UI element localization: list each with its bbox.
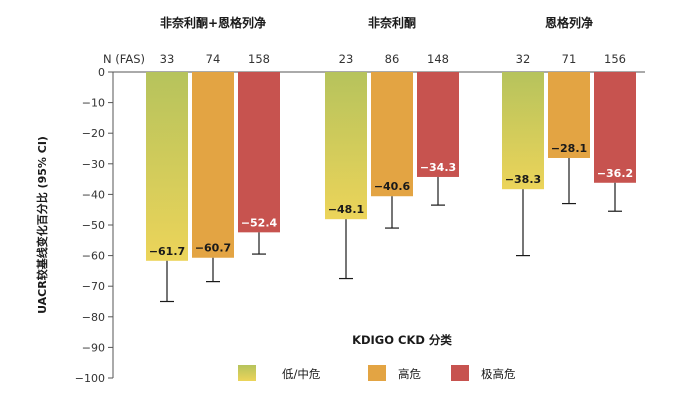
legend-low-moderate-label: 低/中危 xyxy=(282,367,321,381)
x-axis-title: KDIGO CKD 分类 xyxy=(352,333,452,347)
n-count-label: 33 xyxy=(160,52,175,66)
bar xyxy=(417,72,459,177)
legend-very-high-label: 极高危 xyxy=(481,367,516,381)
data-label: −40.6 xyxy=(374,180,411,193)
bar xyxy=(371,72,413,197)
data-label: −60.7 xyxy=(195,242,231,255)
bar xyxy=(146,72,188,261)
y-tick-label: −90 xyxy=(82,341,105,354)
data-label: −48.1 xyxy=(328,203,364,216)
legend-high-swatch xyxy=(368,365,386,381)
data-label: −28.1 xyxy=(551,142,587,155)
text-layer: 0 −10 −20 −30 −40 −50 −60 −70 −80 −90 −100 UACR较基线变… xyxy=(35,15,633,385)
y-tick-label: −10 xyxy=(82,97,105,110)
n-count-label: 71 xyxy=(562,52,577,66)
data-label: −52.4 xyxy=(241,216,278,229)
group-label-empagliflozin: 恩格列净 xyxy=(545,15,593,30)
group-label-finerenone: 非奈利酮 xyxy=(368,15,416,30)
y-tick-label: −40 xyxy=(82,188,105,201)
legend-very-high-swatch xyxy=(451,365,469,381)
y-tick-label: −20 xyxy=(82,127,105,140)
n-count-label: 158 xyxy=(248,52,270,66)
n-count-label: 74 xyxy=(206,52,221,66)
y-tick-label: −80 xyxy=(82,311,105,324)
n-count-label: 23 xyxy=(339,52,354,66)
bar xyxy=(548,72,590,158)
y-tick-label: −50 xyxy=(82,219,105,232)
data-label: −61.7 xyxy=(149,245,185,258)
bar xyxy=(502,72,544,190)
legend-high-label: 高危 xyxy=(398,367,421,381)
y-tick-label: −30 xyxy=(82,158,105,171)
legend-low-moderate-swatch xyxy=(238,365,256,381)
bar xyxy=(238,72,280,233)
n-count-label: 86 xyxy=(385,52,400,66)
y-tick-label: 0 xyxy=(98,66,105,79)
data-label: −36.2 xyxy=(597,167,633,180)
n-count-label: 156 xyxy=(604,52,626,66)
group-label-combo: 非奈利酮+恩格列净 xyxy=(160,15,266,30)
y-axis-title: UACR较基线变化百分比 (95% CI) xyxy=(35,136,49,314)
n-header-label: N (FAS) xyxy=(103,52,145,66)
bar xyxy=(325,72,367,220)
n-count-label: 148 xyxy=(427,52,449,66)
bar xyxy=(594,72,636,183)
y-tick-label: −60 xyxy=(82,250,105,263)
data-label: −34.3 xyxy=(420,161,456,174)
y-tick-label: −100 xyxy=(75,372,105,385)
data-label: −38.3 xyxy=(505,173,541,186)
n-count-label: 32 xyxy=(516,52,531,66)
bar xyxy=(192,72,234,258)
bar-layer xyxy=(146,72,636,381)
y-tick-label: −70 xyxy=(82,280,105,293)
